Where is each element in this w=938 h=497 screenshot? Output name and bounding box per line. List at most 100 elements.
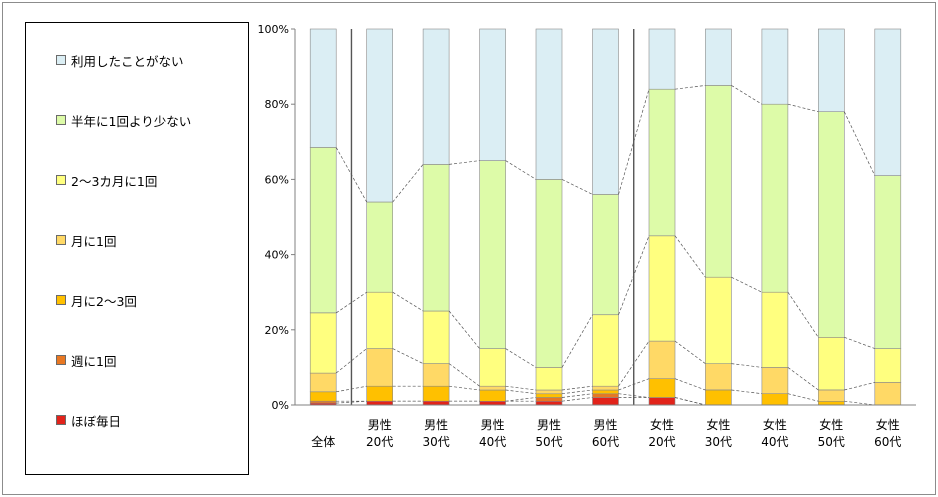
legend-swatch [56, 415, 66, 425]
bar-segment [366, 348, 394, 387]
y-tick-label: 40% [265, 249, 289, 262]
legend-swatch [56, 355, 66, 365]
bar-segment [366, 400, 394, 406]
bar-segment [479, 160, 506, 349]
series-line [787, 292, 819, 338]
legend-swatch [56, 115, 66, 125]
bar-segment [309, 28, 337, 148]
series-line [448, 363, 480, 387]
series-line [844, 382, 875, 391]
y-tick-label: 100% [258, 23, 289, 36]
bar-segment [535, 400, 563, 406]
y-tick-label: 60% [265, 173, 289, 186]
bar-segment [422, 310, 450, 364]
bar-segment [705, 276, 732, 365]
bar-segment [705, 85, 732, 278]
series-line [392, 348, 424, 364]
bar-segment [761, 393, 789, 406]
bar-segment [535, 367, 563, 391]
category-label: 女性 [876, 417, 900, 432]
series-line [844, 336, 875, 349]
bar-segment [422, 164, 450, 312]
bar-segment [309, 372, 337, 393]
legend-item: 月に1回 [56, 232, 116, 249]
series-line [618, 89, 650, 195]
bar-segment [648, 235, 676, 342]
series-line [843, 111, 876, 176]
series-line [336, 291, 367, 314]
bar-segment [592, 393, 619, 398]
bar-segment [648, 28, 676, 90]
series-line [392, 291, 424, 312]
bar-segment [479, 389, 506, 402]
category-label: 男性 [368, 418, 392, 432]
bar-segment [592, 314, 619, 387]
bar-segment [309, 391, 337, 402]
bar-segment [817, 400, 845, 406]
bar-segment [817, 389, 845, 402]
category-label: 20代 [648, 435, 675, 449]
legend-item: 2～3カ月に1回 [56, 172, 157, 189]
bar-segment [422, 400, 450, 406]
bar-segment [479, 28, 506, 161]
bar-segment [479, 385, 506, 391]
bar-segment [535, 28, 563, 180]
bar-segment [761, 367, 789, 394]
bar-segment [422, 28, 450, 165]
category-label: 60代 [592, 435, 619, 449]
series-line [787, 367, 819, 391]
bar-segment [535, 393, 563, 398]
series-line [561, 179, 593, 195]
category-label: 女性 [763, 417, 787, 432]
bar-segment [592, 194, 619, 315]
legend-item: 利用したことがない [56, 52, 184, 69]
series-line [731, 85, 763, 105]
series-line [448, 310, 480, 349]
series-line [449, 385, 480, 391]
series-line [392, 164, 424, 203]
series-line [561, 393, 593, 398]
bar-segment [366, 385, 394, 402]
legend-swatch [56, 295, 66, 305]
series-line [505, 385, 537, 391]
category-label: 男性 [537, 418, 561, 432]
bar-segment [705, 28, 732, 86]
legend-item: 月に2～3回 [56, 292, 137, 309]
bar-segment [874, 28, 902, 176]
legend-swatch [56, 175, 66, 185]
category-label: 20代 [366, 435, 393, 449]
bar-segment [874, 175, 902, 349]
legend: 利用したことがない 半年に1回より少ない 2～3カ月に1回 月に1回 月に2～3回 週に1… [25, 22, 249, 475]
bar-segment [761, 291, 789, 368]
legend-item: 半年に1回より少ない [56, 112, 191, 129]
bar-segment [535, 397, 563, 402]
series-line [505, 389, 537, 395]
series-line [731, 276, 763, 293]
category-label: 男性 [424, 418, 448, 432]
category-label: 30代 [422, 435, 449, 449]
bar-segment [761, 103, 789, 293]
bar-segment [479, 348, 506, 387]
legend-label: ほぼ毎日 [71, 413, 122, 429]
bar-segment [422, 363, 450, 387]
legend-item: ほぼ毎日 [56, 412, 122, 429]
series-line [674, 397, 706, 406]
series-line [787, 103, 819, 113]
category-label: 40代 [761, 435, 788, 449]
series-line [787, 393, 819, 402]
series-line [844, 400, 875, 406]
bar-segment [761, 28, 789, 105]
category-label: 40代 [479, 435, 506, 449]
bar-segment [592, 389, 619, 395]
category-label: 50代 [818, 435, 845, 449]
series-line [674, 85, 706, 90]
category-label: 男性 [481, 418, 505, 432]
bar-segment [535, 179, 563, 368]
bar-segment [592, 397, 619, 406]
series-line [731, 389, 762, 395]
bar-segment [648, 88, 676, 237]
bar-segment [874, 348, 902, 383]
bar-segment [422, 385, 450, 402]
series-line [731, 363, 762, 368]
bar-segment [874, 382, 902, 406]
